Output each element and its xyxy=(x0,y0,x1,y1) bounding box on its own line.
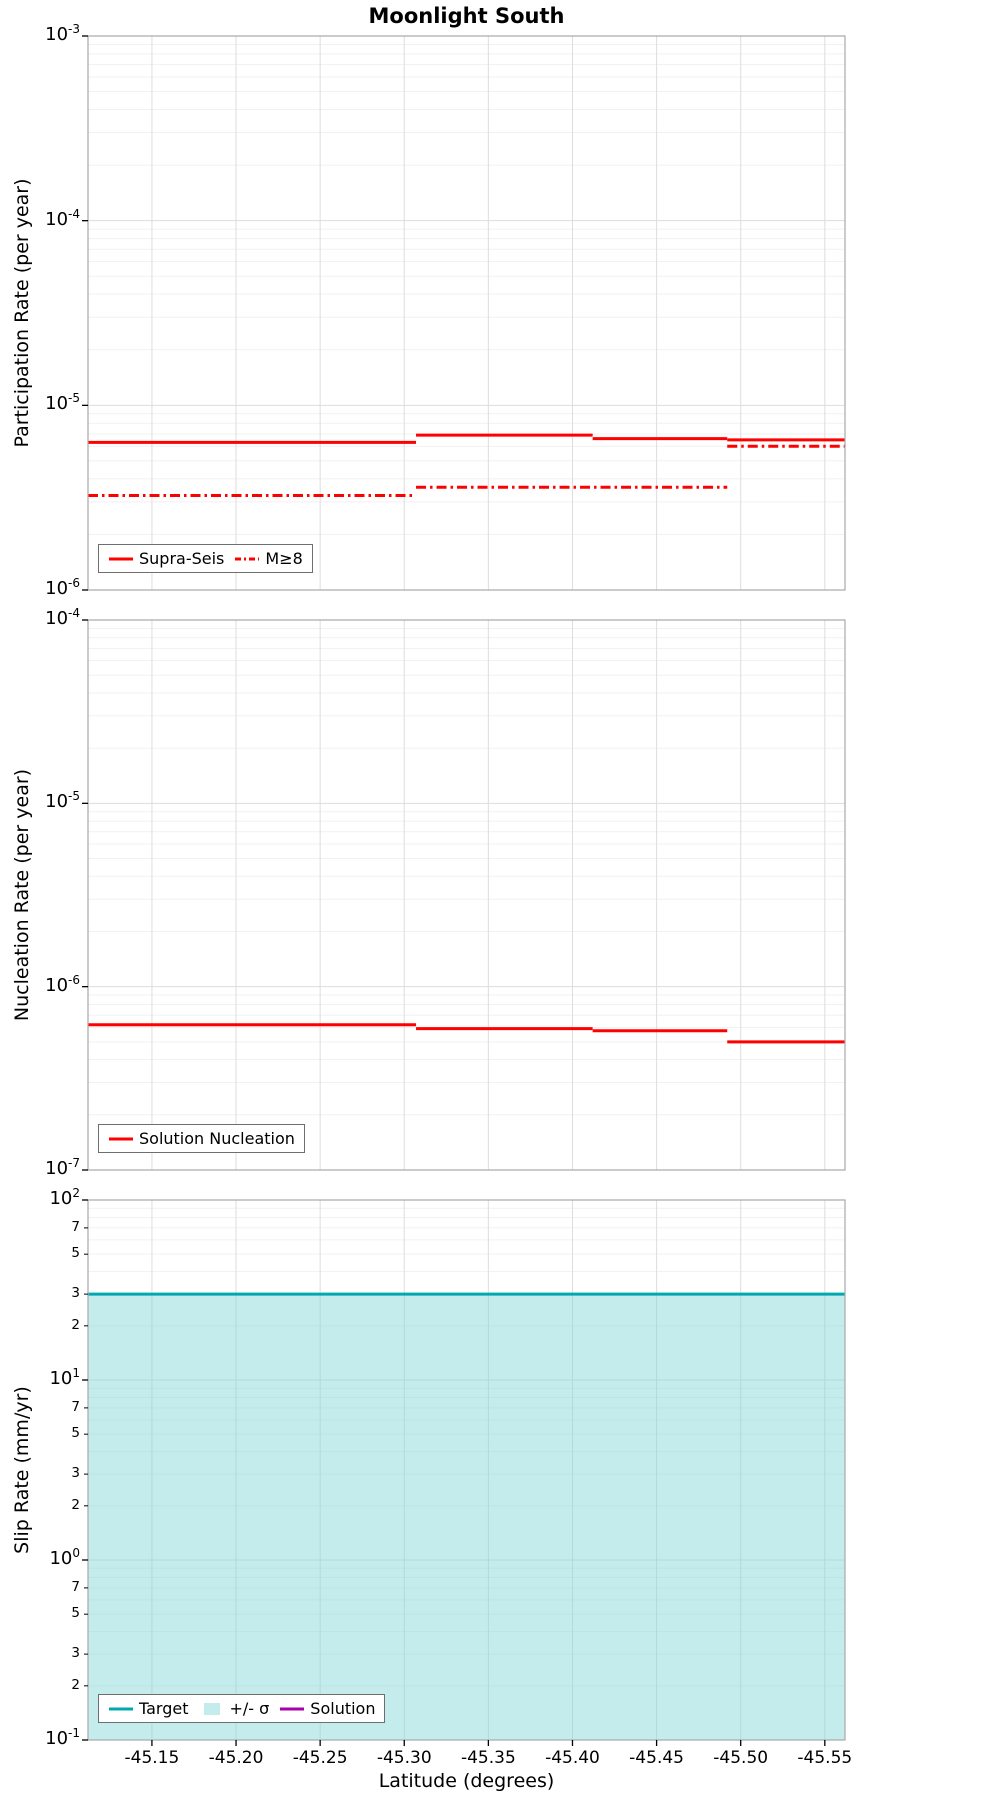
y-tick-label: 10-7 xyxy=(45,1156,80,1179)
legend-solid-sample-icon xyxy=(280,1707,305,1710)
y-minor-tick-label: 5 xyxy=(71,1605,80,1622)
panel-nucleation-axis xyxy=(82,619,846,1171)
x-tick-label: -45.40 xyxy=(545,1748,600,1768)
y-minor-tick-label: 7 xyxy=(71,1578,80,1595)
x-tick-label: -45.45 xyxy=(629,1748,684,1768)
legend-dashdot-sample-icon xyxy=(235,557,260,560)
legend-label: +/- σ xyxy=(229,1699,270,1718)
y-tick-label: 10-6 xyxy=(45,576,80,599)
x-tick-label: -45.25 xyxy=(292,1748,348,1768)
y-tick-label: 102 xyxy=(49,1186,80,1209)
x-tick-label: -45.15 xyxy=(124,1748,180,1768)
y-tick-label: 101 xyxy=(49,1366,80,1389)
y-tick-label: 10-1 xyxy=(45,1726,80,1749)
y-minor-tick-label: 3 xyxy=(71,1465,80,1482)
legend-nucleation: Solution Nucleation xyxy=(98,1124,305,1153)
legend-item-m-8: M≥8 xyxy=(234,549,303,568)
panel-participation-data xyxy=(88,433,845,497)
y-tick-label: 10-4 xyxy=(45,606,80,629)
legend-item-: +/- σ xyxy=(199,1699,270,1718)
x-tick-label: -45.50 xyxy=(713,1748,769,1768)
y-tick-label: 10-5 xyxy=(45,789,80,813)
x-tick-label: -45.20 xyxy=(208,1748,264,1768)
legend-item-solution: Solution xyxy=(279,1699,375,1718)
y-minor-tick-label: 7 xyxy=(71,1398,80,1415)
panel-slip-rate-axis xyxy=(82,1199,846,1741)
legend-participation: Supra-Seis M≥8 xyxy=(98,544,313,573)
y-tick-label: 10-4 xyxy=(45,206,80,230)
legend-label: Solution Nucleation xyxy=(139,1129,295,1148)
legend-label: Target xyxy=(139,1699,189,1718)
y-minor-tick-label: 2 xyxy=(71,1496,80,1513)
legend-solid-sample-icon xyxy=(109,1137,133,1140)
panel-participation-axis xyxy=(82,35,846,591)
legend-patch-sample-icon xyxy=(203,1702,220,1715)
x-tick-label: -45.35 xyxy=(460,1748,516,1768)
legend-slip-rate: Target +/- σ Solution xyxy=(98,1694,386,1723)
x-tick-label: -45.30 xyxy=(376,1748,432,1768)
y-minor-tick-label: 7 xyxy=(71,1218,80,1235)
chart-title: Moonlight South xyxy=(368,4,565,28)
panel-slip-rate-data xyxy=(88,1292,845,1740)
sigma-band xyxy=(88,1294,845,1740)
legend-solid-sample-icon xyxy=(109,1707,133,1710)
y-minor-tick-label: 3 xyxy=(71,1285,80,1302)
legend-label: M≥8 xyxy=(265,549,303,568)
y-minor-tick-label: 5 xyxy=(71,1425,80,1442)
xlabel-latitude: Latitude (degrees) xyxy=(378,1770,555,1792)
y-tick-label: 10-3 xyxy=(45,22,80,45)
legend-item-supra-seis: Supra-Seis xyxy=(108,549,224,568)
y-minor-tick-label: 2 xyxy=(71,1676,80,1693)
y-tick-label: 10-6 xyxy=(45,972,80,996)
legend-item-solution-nucleation: Solution Nucleation xyxy=(108,1129,295,1148)
panel-nucleation-data xyxy=(88,1023,845,1044)
y-minor-tick-label: 5 xyxy=(71,1245,80,1262)
legend-item-target: Target xyxy=(108,1699,189,1718)
legend-label: Supra-Seis xyxy=(139,549,225,568)
y-tick-label: 100 xyxy=(49,1546,80,1569)
y-minor-tick-label: 2 xyxy=(71,1316,80,1333)
x-tick-label: -45.55 xyxy=(797,1748,853,1768)
y-minor-tick-label: 3 xyxy=(71,1645,80,1662)
panel-slip-rate-grid xyxy=(88,1199,845,1741)
y-tick-label: 10-5 xyxy=(45,391,80,415)
legend-label: Solution xyxy=(310,1699,376,1718)
legend-solid-sample-icon xyxy=(109,557,133,560)
